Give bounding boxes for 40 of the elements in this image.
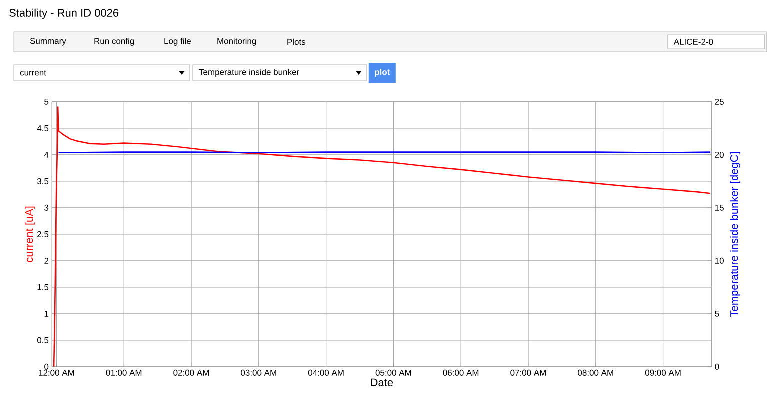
y2-tick-label: 0 — [715, 364, 720, 370]
y2-tick-label: 25 — [715, 99, 724, 106]
x-tick-label: 06:00 AM — [443, 370, 479, 376]
text: Temperature inside bunker — [199, 69, 300, 77]
y2-tick-label: 5 — [715, 311, 720, 317]
y-tick-label: 3 — [44, 204, 49, 211]
y-axis-title: current [uA] — [25, 206, 36, 262]
x-axis-title: Date — [371, 378, 394, 387]
x-tick-label: 03:00 AM — [241, 370, 276, 376]
y2-tick-label: 20 — [715, 152, 724, 158]
y2-axis-title: Temperature inside bunker [degC] — [730, 152, 740, 318]
y-tick-label: 2.5 — [38, 231, 49, 238]
x-tick-label: 07:00 AM — [510, 370, 546, 376]
x-tick-label: 12:00 AM — [39, 370, 74, 376]
x-tick-label: 04:00 AM — [308, 370, 344, 376]
y2-tick-label: 10 — [715, 258, 724, 264]
text: Run config — [94, 38, 134, 46]
text: Log file — [164, 38, 192, 46]
text: Summary — [30, 38, 66, 46]
x-tick-label: 02:00 AM — [174, 370, 209, 376]
x-tick-label: 01:00 AM — [106, 370, 142, 376]
y2-tick-label: 15 — [715, 205, 724, 211]
y-tick-label: 3.5 — [37, 178, 49, 184]
y-tick-label: 5 — [44, 99, 49, 105]
text: Monitoring — [218, 38, 256, 46]
text: current — [20, 70, 46, 76]
x-tick-label: 09:00 AM — [645, 370, 681, 376]
y-tick-label: 0.5 — [37, 337, 49, 344]
chart-title: Stability - Run ID 0026 — [10, 8, 119, 20]
text: Plots — [288, 38, 306, 46]
y-tick-label: 0 — [44, 364, 49, 370]
text: plot — [375, 69, 390, 77]
y-tick-label: 4 — [44, 152, 49, 158]
y-tick-label: 4.5 — [37, 126, 49, 132]
text: ALICE-2-0 — [674, 39, 714, 46]
y-tick-label: 1.5 — [38, 284, 49, 290]
y-tick-label: 1 — [44, 311, 49, 317]
x-tick-label: 05:00 AM — [376, 370, 412, 376]
y-tick-label: 2 — [44, 258, 49, 264]
x-tick-label: 08:00 AM — [578, 370, 614, 376]
